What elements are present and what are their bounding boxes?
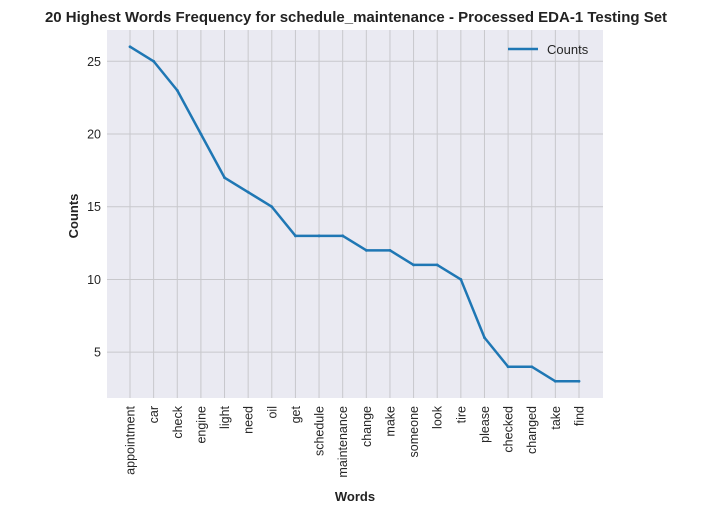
x-tick-label: look xyxy=(431,405,445,429)
y-tick-label: 10 xyxy=(87,273,101,287)
x-axis-label: Words xyxy=(335,489,375,504)
data-point xyxy=(294,234,297,238)
y-tick-label: 20 xyxy=(87,128,101,142)
x-tick-label: check xyxy=(171,405,185,438)
x-tick-label: checked xyxy=(502,406,516,453)
y-tick-label: 5 xyxy=(94,346,101,360)
axis-ticks: appointment car check engine light need oil get… xyxy=(87,55,586,478)
data-point xyxy=(317,234,321,238)
x-tick-label: maintenance xyxy=(336,406,350,478)
data-point xyxy=(553,379,557,383)
data-point xyxy=(506,365,510,369)
data-point xyxy=(199,132,203,136)
x-tick-label: someone xyxy=(407,406,421,457)
chart-title: 20 Highest Words Frequency for schedule_… xyxy=(45,9,667,26)
data-point xyxy=(388,248,392,252)
x-tick-label: please xyxy=(478,406,492,443)
data-point xyxy=(246,190,250,194)
x-tick-label: change xyxy=(360,406,374,447)
x-tick-label: make xyxy=(383,406,397,437)
x-tick-label: car xyxy=(147,406,161,423)
legend-label-counts: Counts xyxy=(547,42,589,57)
x-tick-label: appointment xyxy=(124,405,138,474)
x-tick-label: engine xyxy=(194,406,208,444)
series-line-counts xyxy=(129,45,579,383)
series-lines xyxy=(128,45,581,383)
y-tick-label: 15 xyxy=(87,200,101,214)
plot-background xyxy=(107,30,603,398)
data-point xyxy=(530,365,534,369)
data-point xyxy=(435,263,439,267)
x-tick-label: light xyxy=(218,405,232,428)
legend: Counts xyxy=(508,42,589,57)
data-point xyxy=(364,248,368,252)
data-point xyxy=(412,263,415,267)
data-point xyxy=(483,336,486,340)
x-tick-label: schedule xyxy=(313,406,327,456)
data-point xyxy=(152,59,156,63)
data-point xyxy=(128,45,132,49)
y-tick-label: 25 xyxy=(87,55,101,69)
grid-lines xyxy=(107,30,603,398)
data-point xyxy=(270,205,274,209)
y-axis-label: Counts xyxy=(66,194,81,239)
x-tick-label: oil xyxy=(265,406,279,419)
x-tick-label: find xyxy=(573,406,587,426)
data-point xyxy=(175,88,179,92)
data-point xyxy=(577,379,581,383)
x-tick-label: changed xyxy=(525,406,539,454)
x-tick-label: tire xyxy=(454,406,468,423)
x-tick-label: take xyxy=(549,406,563,430)
data-point xyxy=(223,176,226,180)
x-tick-label: need xyxy=(242,406,256,434)
data-point xyxy=(341,234,345,238)
x-tick-label: get xyxy=(289,405,303,423)
data-point xyxy=(459,278,463,281)
